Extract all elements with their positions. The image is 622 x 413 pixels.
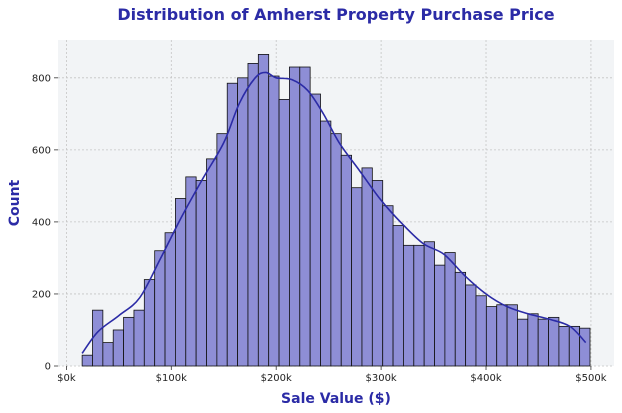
y-tick-label: 600 [32, 145, 51, 156]
histogram-bar [361, 167, 373, 367]
x-tick-label: $0k [57, 373, 76, 384]
histogram-bar [579, 327, 591, 367]
histogram-bar [496, 304, 508, 367]
histogram-bar [320, 120, 332, 367]
histogram-bar [278, 99, 290, 367]
histogram-bar [123, 316, 135, 367]
histogram-bar [423, 241, 435, 367]
kde-curve [81, 71, 587, 354]
x-axis-label: Sale Value ($) [281, 391, 391, 407]
histogram-bar [195, 180, 207, 367]
histogram-bar [330, 133, 342, 367]
histogram-bar [485, 306, 498, 367]
histogram-bar [444, 252, 456, 367]
y-axis-label: Count [7, 179, 23, 226]
histogram-bar [206, 158, 218, 367]
histogram-bar [247, 63, 259, 367]
x-tick-label: $400k [470, 373, 501, 384]
histogram-bar [517, 318, 529, 367]
x-tick-label: $500k [575, 373, 606, 384]
histogram-bar [175, 198, 187, 367]
chart-title: Distribution of Amherst Property Purchas… [117, 5, 554, 24]
x-tick-label: $200k [261, 373, 292, 384]
histogram-bar [548, 316, 560, 367]
y-tick-label: 0 [45, 362, 51, 373]
x-tick-label: $300k [365, 373, 396, 384]
histogram-bar [558, 325, 570, 367]
histogram-bar [403, 244, 415, 367]
histogram-bar [537, 318, 549, 367]
histogram-bar [454, 271, 467, 367]
histogram-bar [268, 75, 280, 367]
histogram-bar [527, 313, 539, 367]
x-axis-ticks: $0k $100k $200k $300k $400k $500k [57, 366, 607, 384]
y-tick-label: 200 [32, 289, 51, 300]
histogram-bar [216, 133, 228, 367]
histogram-bar [309, 93, 321, 367]
histogram-bar [351, 187, 363, 367]
y-tick-label: 400 [32, 217, 51, 228]
histogram-bar [413, 244, 425, 367]
histogram-bar [257, 54, 270, 367]
histogram-bar [81, 354, 93, 367]
histogram-bar [133, 309, 145, 367]
histogram-bar [340, 154, 353, 367]
histogram-bar [506, 304, 518, 367]
histogram-bar [289, 66, 301, 367]
histogram-bar [102, 342, 114, 367]
histogram-bar [382, 205, 394, 367]
histogram-bar [568, 325, 581, 367]
histogram-bar [371, 180, 384, 367]
x-tick-label: $100k [156, 373, 187, 384]
histogram-bars [81, 54, 591, 367]
histogram-bar [143, 279, 156, 367]
histogram-bar [465, 284, 477, 367]
y-tick-label: 800 [32, 73, 51, 84]
histogram-bar [112, 329, 124, 367]
histogram-bar [92, 309, 104, 367]
histogram-bar [164, 232, 176, 367]
histogram-bar [434, 264, 446, 367]
histogram-bar [299, 66, 311, 367]
histogram-bar [392, 225, 404, 367]
histogram-bar [237, 77, 249, 367]
y-axis-ticks: 0 200 400 600 800 [32, 73, 58, 373]
histogram-bar [226, 82, 238, 367]
histogram-bar [475, 295, 487, 367]
